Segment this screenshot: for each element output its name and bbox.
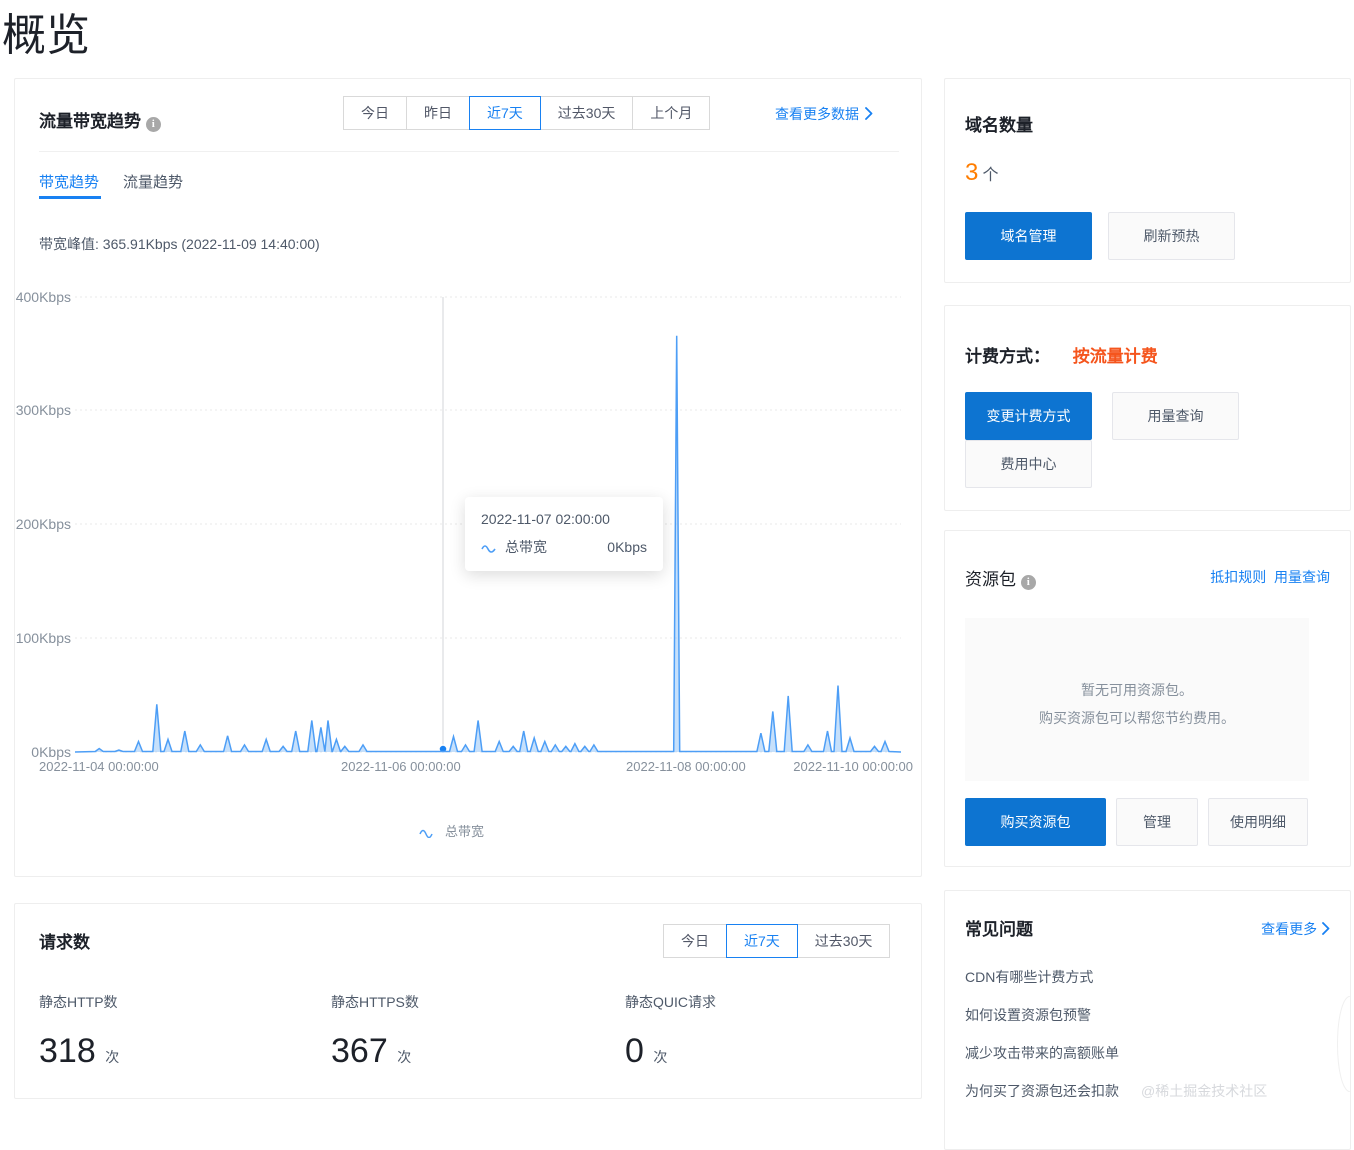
svg-text:300Kbps: 300Kbps [16,402,71,418]
svg-text:2022-11-04 00:00:00: 2022-11-04 00:00:00 [39,759,159,774]
svg-text:2022-11-06 00:00:00: 2022-11-06 00:00:00 [341,759,461,774]
svg-text:2022-11-08 00:00:00: 2022-11-08 00:00:00 [626,759,746,774]
svg-text:200Kbps: 200Kbps [16,516,71,532]
svg-text:400Kbps: 400Kbps [16,289,71,305]
svg-text:2022-11-10 00:00:00: 2022-11-10 00:00:00 [793,759,913,774]
svg-text:0Kbps: 0Kbps [31,744,71,760]
svg-text:100Kbps: 100Kbps [16,630,71,646]
